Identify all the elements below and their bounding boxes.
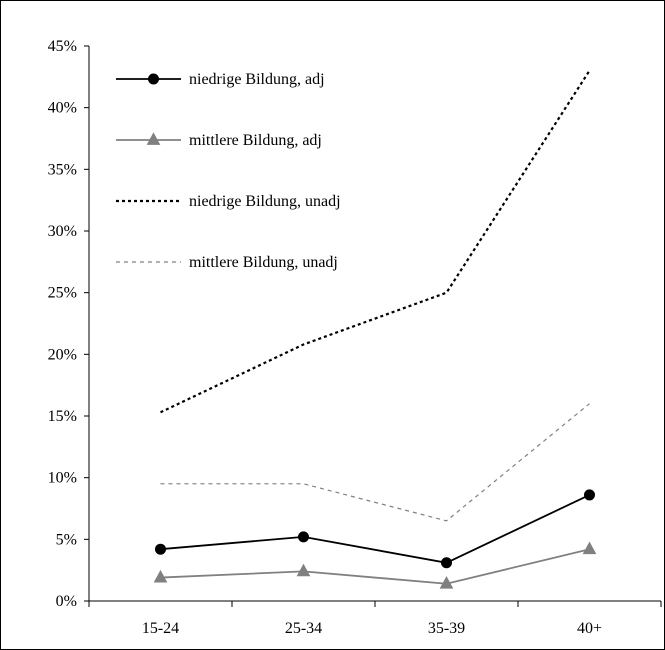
legend: niedrige Bildung, adj mittlere Bildung, a… <box>116 71 341 271</box>
x-tick-label: 35-39 <box>428 620 465 637</box>
x-tick-label: 40+ <box>577 620 602 637</box>
legend-entry: mittlere Bildung, adj <box>116 132 322 149</box>
legend-label: mittlere Bildung, unadj <box>189 254 338 271</box>
legend-marker <box>148 73 159 85</box>
data-point <box>296 563 311 577</box>
y-tick-label: 0% <box>56 593 77 610</box>
series-line <box>160 403 590 522</box>
y-tick-label: 45% <box>48 38 77 55</box>
series-1 <box>155 489 595 569</box>
y-tick-label: 15% <box>48 408 77 425</box>
y-tick-label: 25% <box>48 285 77 302</box>
y-tick-label: 40% <box>48 100 77 117</box>
series-layer <box>153 70 597 589</box>
legend-label: niedrige Bildung, unadj <box>189 193 341 210</box>
data-point <box>582 541 597 555</box>
series-line <box>160 548 590 585</box>
y-tick-label: 5% <box>56 531 77 548</box>
legend-label: niedrige Bildung, adj <box>189 71 325 88</box>
legend-entry: niedrige Bildung, unadj <box>116 193 341 210</box>
data-point <box>153 569 168 583</box>
series-line <box>160 70 591 414</box>
y-tick-label: 10% <box>48 470 77 487</box>
series-4 <box>160 403 590 522</box>
series-2 <box>153 541 597 589</box>
legend-marker <box>146 132 161 145</box>
data-point <box>155 543 166 555</box>
legend-entry: mittlere Bildung, unadj <box>116 254 338 271</box>
legend-entry: niedrige Bildung, adj <box>116 71 325 88</box>
data-point <box>584 489 595 501</box>
data-point <box>441 557 452 569</box>
y-tick-label: 35% <box>48 161 77 178</box>
y-tick-label: 30% <box>48 223 77 240</box>
x-tick-label: 15-24 <box>142 620 179 637</box>
series-line <box>160 494 590 564</box>
data-point <box>439 576 454 589</box>
x-tick-label: 25-34 <box>285 620 322 637</box>
data-point <box>298 531 309 543</box>
y-tick-label: 20% <box>48 346 77 363</box>
legend-label: mittlere Bildung, adj <box>189 132 322 149</box>
axes: 0% 5% 10% 15% 20% 25% 30% 35% 40% 45% 15-24 25-34 35… <box>48 38 662 637</box>
series-3 <box>160 70 591 414</box>
